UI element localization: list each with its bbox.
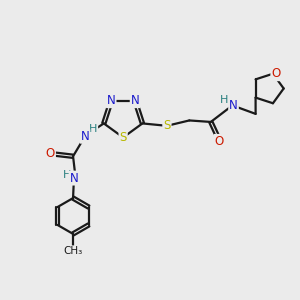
Text: O: O [214,135,224,148]
Text: S: S [119,131,127,144]
Text: N: N [229,99,238,112]
Text: N: N [81,130,89,143]
Text: N: N [107,94,116,107]
Text: N: N [70,172,78,184]
Text: N: N [131,94,140,107]
Text: H: H [63,170,71,180]
Text: H: H [220,95,229,105]
Text: H: H [89,124,97,134]
Text: O: O [46,147,55,161]
Text: CH₃: CH₃ [63,246,83,256]
Text: O: O [271,67,280,80]
Text: S: S [163,119,171,132]
